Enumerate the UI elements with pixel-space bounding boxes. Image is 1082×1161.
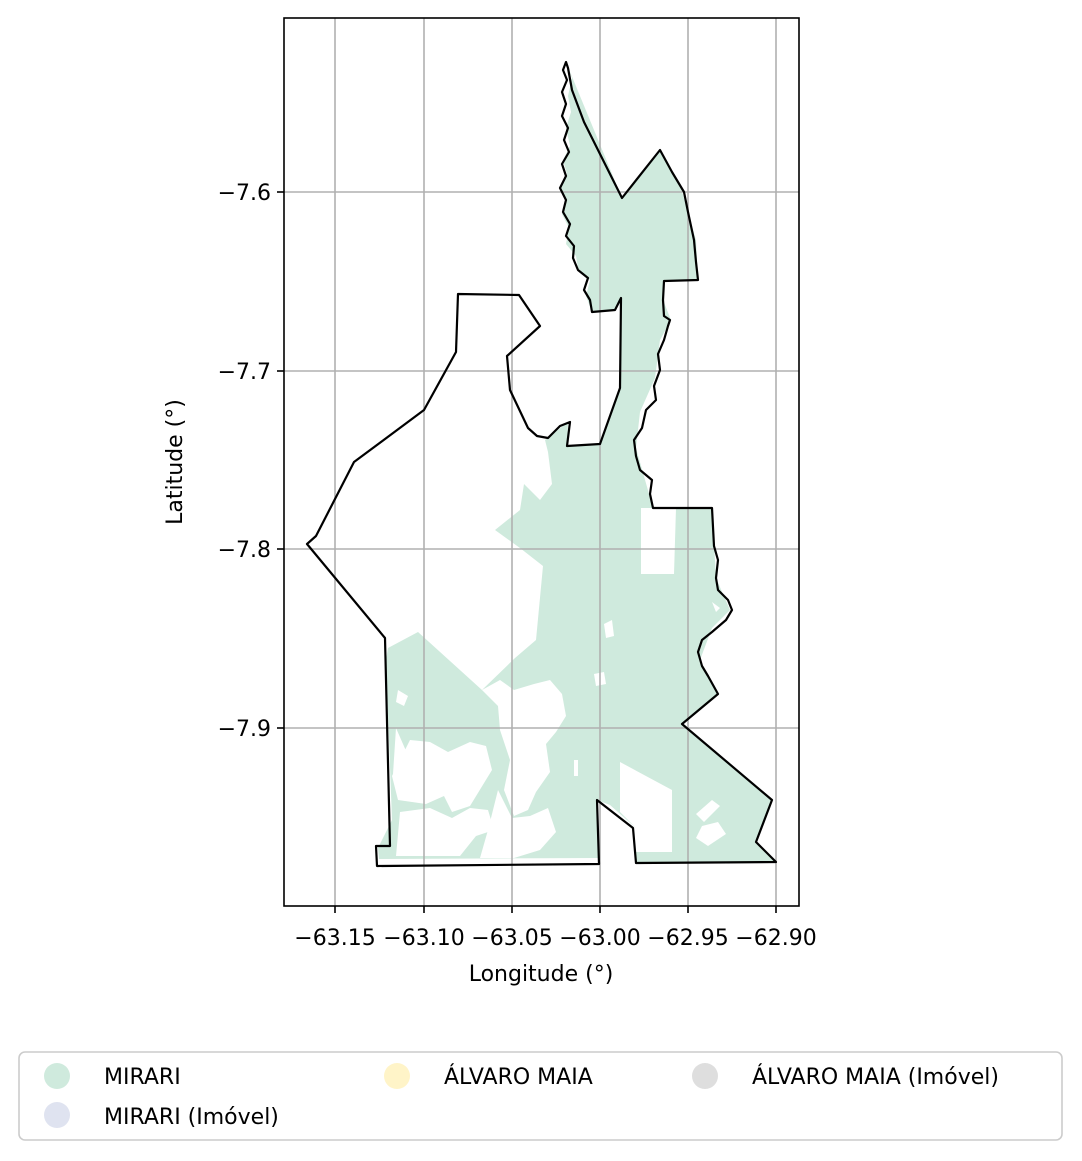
ytick-label: −7.7	[218, 360, 271, 385]
ytick-label: −7.8	[218, 538, 271, 563]
gridlines	[284, 18, 799, 906]
xtick-label: −63.10	[383, 926, 464, 951]
legend-box	[18, 1051, 1063, 1141]
legend-label-mirari-imovel: MIRARI (Imóvel)	[104, 1105, 279, 1130]
ytick-label: −7.6	[218, 181, 271, 206]
legend-label-mirari: MIRARI	[104, 1065, 181, 1090]
legend: MIRARI MIRARI (Imóvel) ÁLVARO MAIA ÁLVAR…	[18, 1051, 1063, 1141]
y-tick-labels: −7.6 −7.7 −7.8 −7.9	[218, 181, 271, 742]
x-tick-labels: −63.15 −63.10 −63.05 −63.00 −62.95 −62.9…	[294, 926, 816, 951]
legend-marker-mirari	[44, 1063, 70, 1089]
unfilled-patch-center	[482, 680, 566, 816]
legend-marker-mirari-imovel	[44, 1102, 70, 1128]
unfilled-patch-center-south	[480, 790, 556, 858]
axes-frame	[283, 17, 800, 907]
xtick-label: −62.95	[647, 926, 728, 951]
x-axis-title: Longitude (°)	[469, 962, 614, 987]
xtick-label: −62.90	[735, 926, 816, 951]
legend-marker-alvaro-maia	[384, 1063, 410, 1089]
y-axis-title: Latitude (°)	[163, 399, 188, 525]
unfilled-patch-far-se	[696, 800, 726, 846]
legend-label-alvaro-maia-imovel: ÁLVARO MAIA (Imóvel)	[752, 1064, 999, 1090]
xtick-label: −63.00	[559, 926, 640, 951]
mirari-fill	[378, 62, 776, 862]
tick-marks	[277, 191, 777, 913]
xtick-label: −63.05	[471, 926, 552, 951]
municipality-boundary	[305, 60, 778, 868]
legend-label-alvaro-maia: ÁLVARO MAIA	[444, 1064, 593, 1090]
xtick-label: −63.15	[294, 926, 375, 951]
mirari-area	[378, 62, 776, 862]
unfilled-patch-se	[620, 762, 672, 852]
unfilled-patch-south	[396, 808, 494, 856]
legend-marker-alvaro-maia-imovel	[692, 1063, 718, 1089]
unfilled-patch-sw	[392, 690, 492, 812]
unfilled-block-east	[641, 508, 676, 574]
ytick-label: −7.9	[218, 717, 271, 742]
